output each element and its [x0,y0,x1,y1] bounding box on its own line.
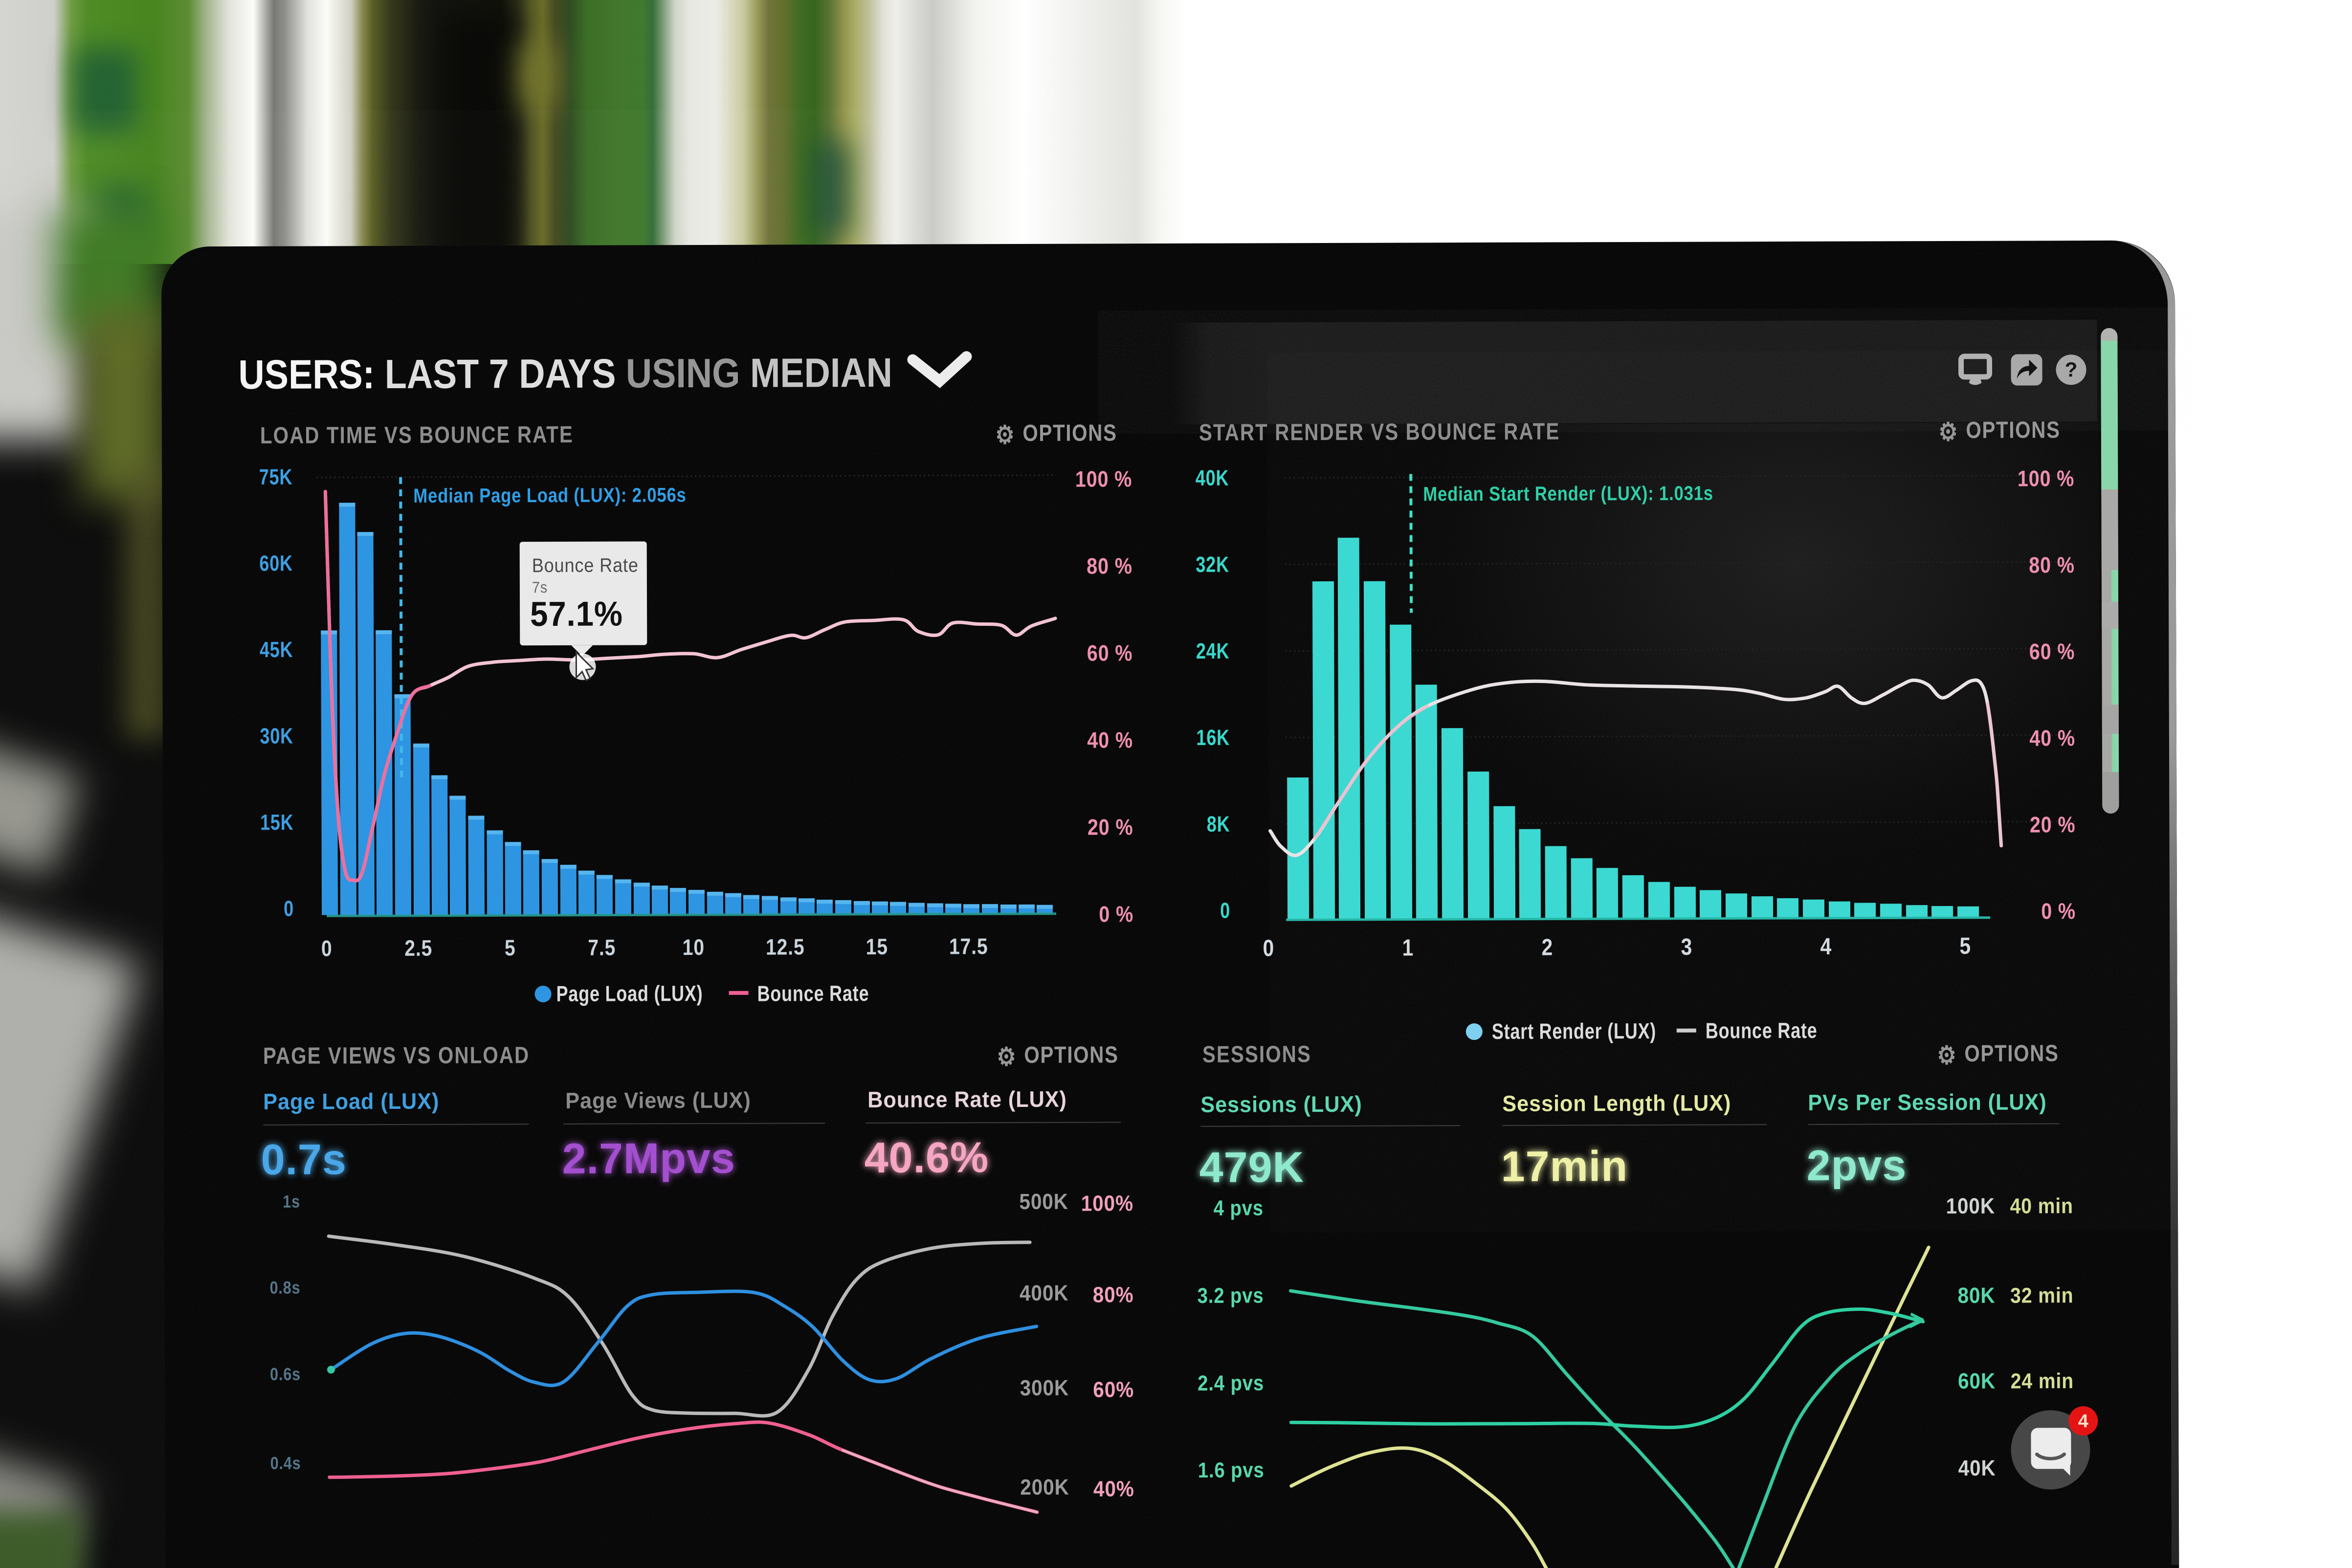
svg-text:0 %: 0 % [2041,899,2076,924]
svg-text:0.8s: 0.8s [269,1278,300,1298]
svg-text:12.5: 12.5 [766,934,805,960]
svg-text:4: 4 [2078,1411,2088,1432]
svg-text:400K: 400K [1020,1281,1069,1306]
svg-text:1: 1 [1402,935,1414,961]
svg-text:32K: 32K [1196,552,1229,577]
svg-text:?: ? [2065,358,2078,381]
svg-text:80 %: 80 % [1087,553,1132,579]
svg-text:300K: 300K [1020,1376,1069,1401]
svg-text:10: 10 [683,935,705,960]
svg-text:100 %: 100 % [1075,466,1132,492]
svg-text:7s: 7s [532,579,548,596]
svg-text:1s: 1s [283,1192,300,1212]
svg-text:0: 0 [321,936,333,961]
svg-text:20 %: 20 % [1087,815,1133,840]
svg-text:0: 0 [1263,935,1274,961]
svg-text:Start Render (LUX): Start Render (LUX) [1492,1018,1656,1044]
svg-text:Median Page Load (LUX): 2.056s: Median Page Load (LUX): 2.056s [413,484,687,507]
svg-text:80%: 80% [1093,1282,1134,1307]
svg-text:500K: 500K [1019,1190,1068,1215]
svg-text:4: 4 [1820,934,1832,960]
svg-text:3: 3 [1681,934,1692,960]
svg-text:100%: 100% [1081,1191,1133,1216]
svg-text:Bounce Rate: Bounce Rate [757,981,869,1006]
svg-text:5: 5 [1959,933,1971,959]
svg-text:60 %: 60 % [2029,639,2075,664]
svg-text:0.4s: 0.4s [270,1454,301,1473]
svg-text:40%: 40% [1093,1477,1134,1502]
svg-text:45K: 45K [260,637,293,662]
svg-text:0 %: 0 % [1099,902,1133,927]
svg-text:40K: 40K [1196,465,1229,490]
svg-text:75K: 75K [259,464,293,489]
svg-text:Bounce Rate: Bounce Rate [1706,1018,1818,1043]
svg-text:40 %: 40 % [1087,728,1133,753]
svg-text:0.6s: 0.6s [270,1365,301,1384]
svg-text:0: 0 [1220,898,1230,923]
svg-text:2: 2 [1541,935,1553,961]
svg-text:16K: 16K [1196,725,1230,750]
svg-text:100K: 100K [1946,1194,1995,1219]
svg-text:40 %: 40 % [2029,726,2075,751]
svg-text:60%: 60% [1093,1377,1134,1402]
svg-text:1.6 pvs: 1.6 pvs [1198,1458,1265,1482]
svg-text:20 %: 20 % [2030,812,2076,838]
svg-text:40 min: 40 min [2010,1193,2073,1218]
svg-text:24 min: 24 min [2011,1369,2074,1393]
svg-text:8K: 8K [1207,812,1230,837]
svg-text:100 %: 100 % [2018,466,2075,491]
svg-text:4 pvs: 4 pvs [1214,1196,1264,1220]
svg-text:200K: 200K [1020,1475,1069,1500]
svg-text:57.1%: 57.1% [530,595,623,634]
svg-text:32 min: 32 min [2010,1283,2074,1307]
svg-text:Median Start Render (LUX): 1.0: Median Start Render (LUX): 1.031s [1423,483,1713,506]
svg-text:80K: 80K [1957,1283,1995,1308]
svg-text:30K: 30K [260,724,293,749]
svg-text:Bounce Rate: Bounce Rate [532,555,639,577]
svg-text:24K: 24K [1196,639,1230,663]
svg-text:7.5: 7.5 [588,935,616,961]
svg-text:Page Load (LUX): Page Load (LUX) [556,981,703,1006]
svg-text:2.4 pvs: 2.4 pvs [1198,1371,1264,1395]
svg-text:15: 15 [866,934,888,960]
svg-text:60K: 60K [1958,1369,1996,1394]
svg-text:15K: 15K [260,810,294,835]
svg-text:80 %: 80 % [2029,552,2075,578]
svg-text:17.5: 17.5 [949,934,988,959]
svg-text:60K: 60K [259,551,293,575]
svg-text:2.5: 2.5 [404,936,432,961]
svg-text:5: 5 [505,935,516,961]
svg-text:0: 0 [284,896,294,921]
svg-text:40K: 40K [1958,1456,1996,1481]
svg-text:60 %: 60 % [1087,640,1133,666]
svg-text:3.2 pvs: 3.2 pvs [1198,1283,1264,1308]
